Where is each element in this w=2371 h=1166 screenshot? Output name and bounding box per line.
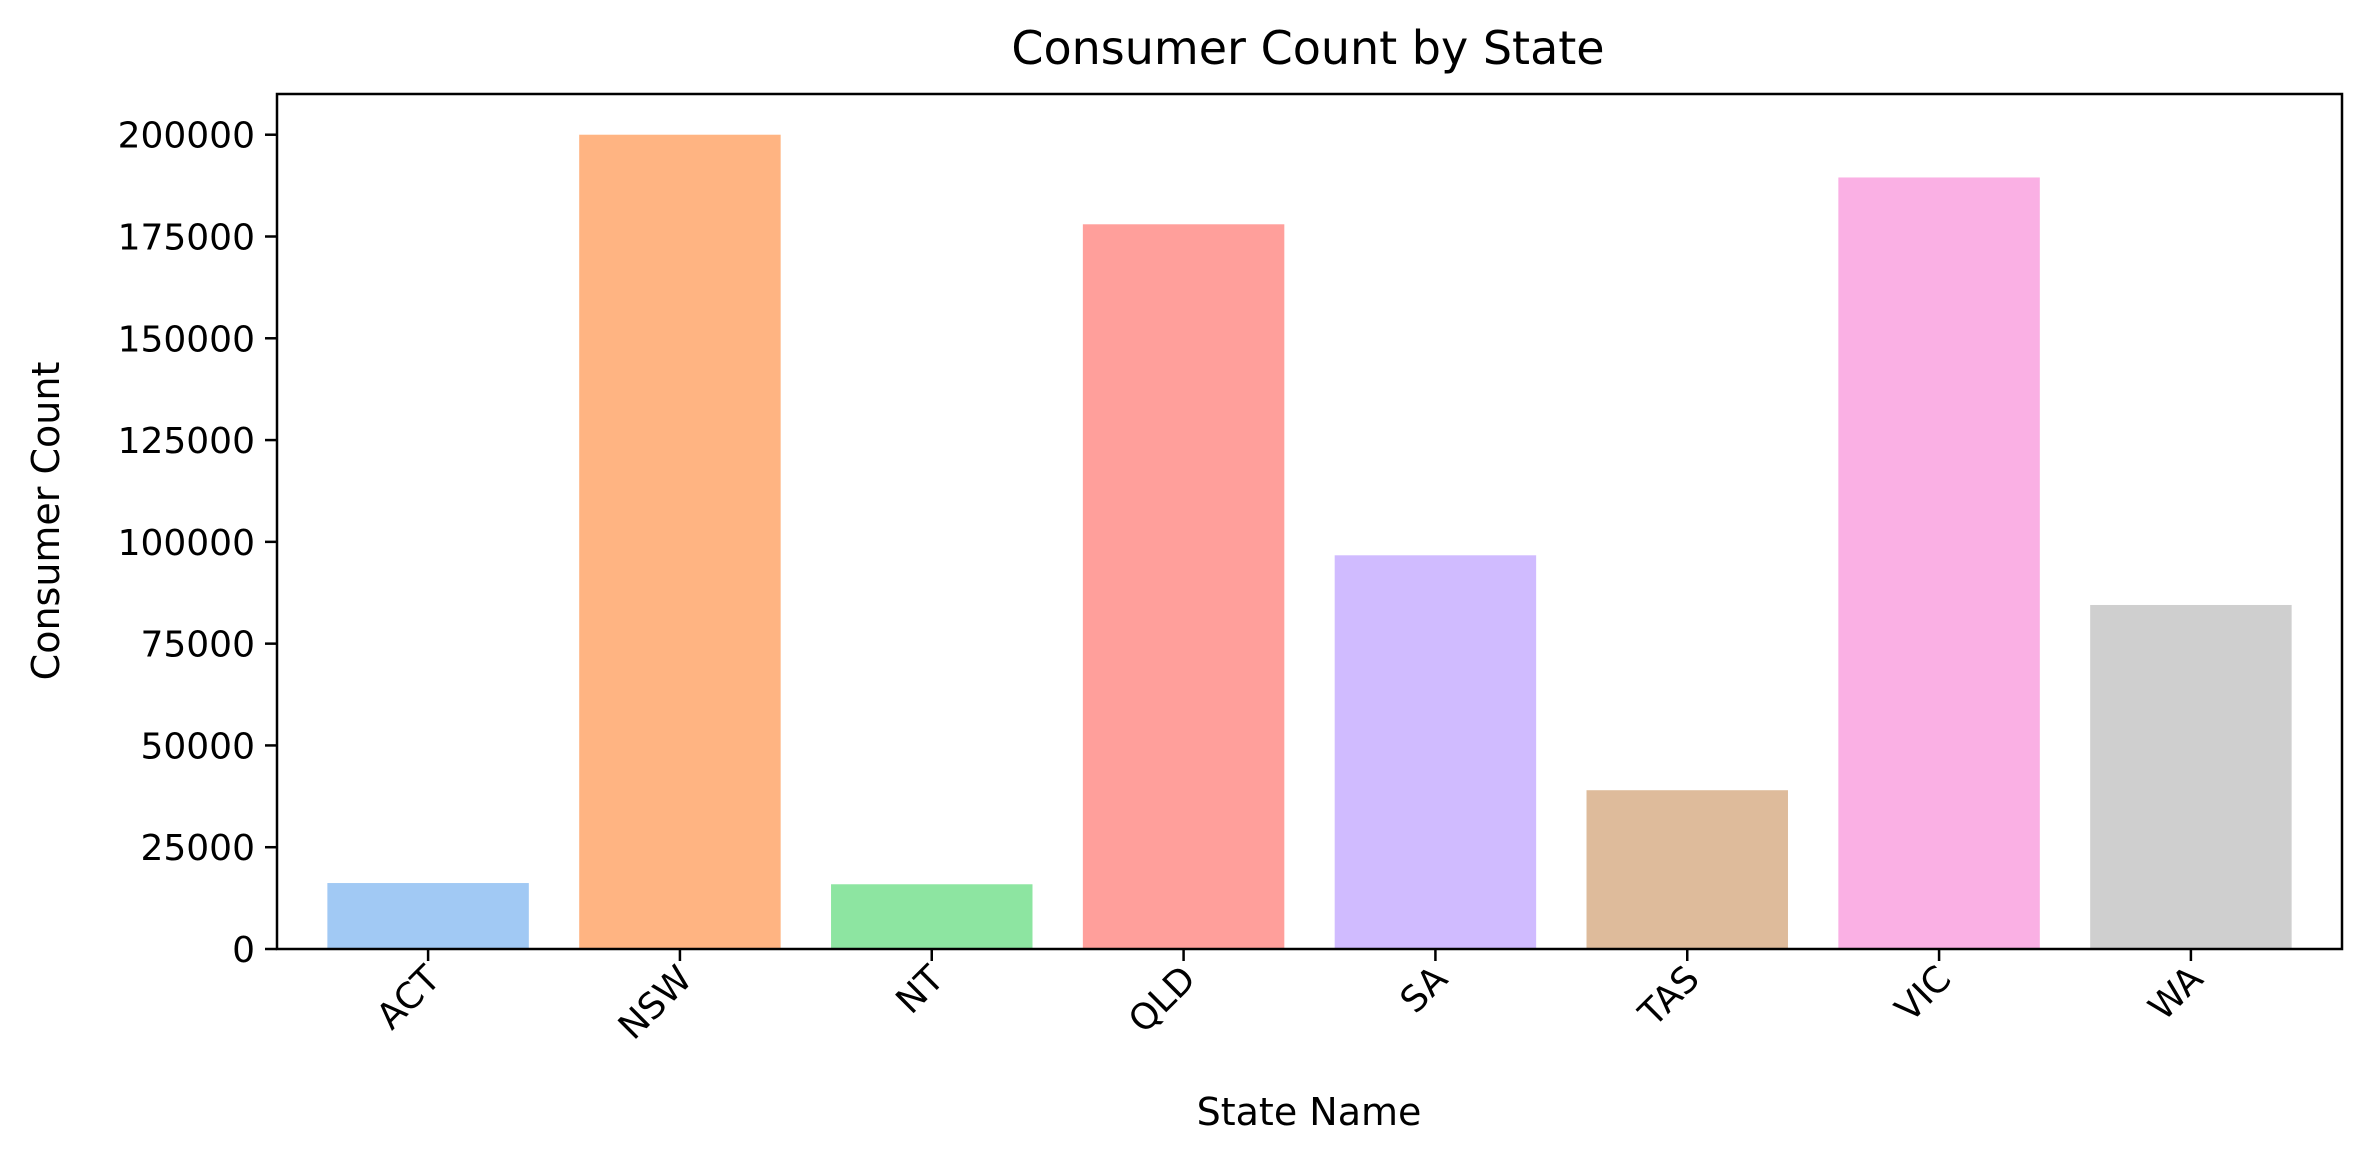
x-tick-label: NT: [889, 958, 953, 1022]
y-tick-label: 175000: [118, 218, 255, 259]
x-tick-label: WA: [2141, 958, 2211, 1028]
x-axis-ticks: ACT NSW NT QLD SA TAS VIC WA: [369, 949, 2212, 1048]
x-tick-label: SA: [1393, 958, 1456, 1021]
y-tick-label: 75000: [140, 625, 255, 666]
bar-tas: [1586, 790, 1788, 949]
y-tick-label: 200000: [118, 116, 255, 157]
x-tick-label: VIC: [1888, 958, 1960, 1030]
bar-nsw: [579, 134, 781, 949]
plot-frame: [275, 92, 2344, 951]
y-axis-ticks: 0 25000 50000 75000 100000 125000 150000 175000…: [118, 116, 277, 971]
x-tick-label: QLD: [1121, 958, 1204, 1041]
bars-layer: [327, 134, 2292, 950]
y-tick-label: 125000: [118, 421, 255, 462]
x-tick-label: ACT: [369, 958, 449, 1038]
bar-wa: [2090, 604, 2292, 949]
y-tick-label: 50000: [140, 726, 255, 767]
y-tick-label: 25000: [140, 828, 255, 869]
bar-nt: [831, 884, 1033, 949]
x-tick-label: TAS: [1631, 958, 1708, 1035]
chart-title: Consumer Count by State: [1011, 21, 1604, 75]
bar-act: [327, 883, 529, 949]
bar-vic: [1838, 177, 2040, 949]
y-tick-label: 150000: [118, 319, 255, 360]
y-axis-label: Consumer Count: [24, 362, 68, 681]
x-axis-label: State Name: [1197, 1090, 1422, 1134]
bar-sa: [1334, 555, 1537, 949]
x-tick-label: NSW: [611, 958, 700, 1047]
y-tick-label: 100000: [118, 523, 255, 564]
bar-qld: [1082, 224, 1285, 950]
y-tick-label: 0: [232, 930, 255, 971]
